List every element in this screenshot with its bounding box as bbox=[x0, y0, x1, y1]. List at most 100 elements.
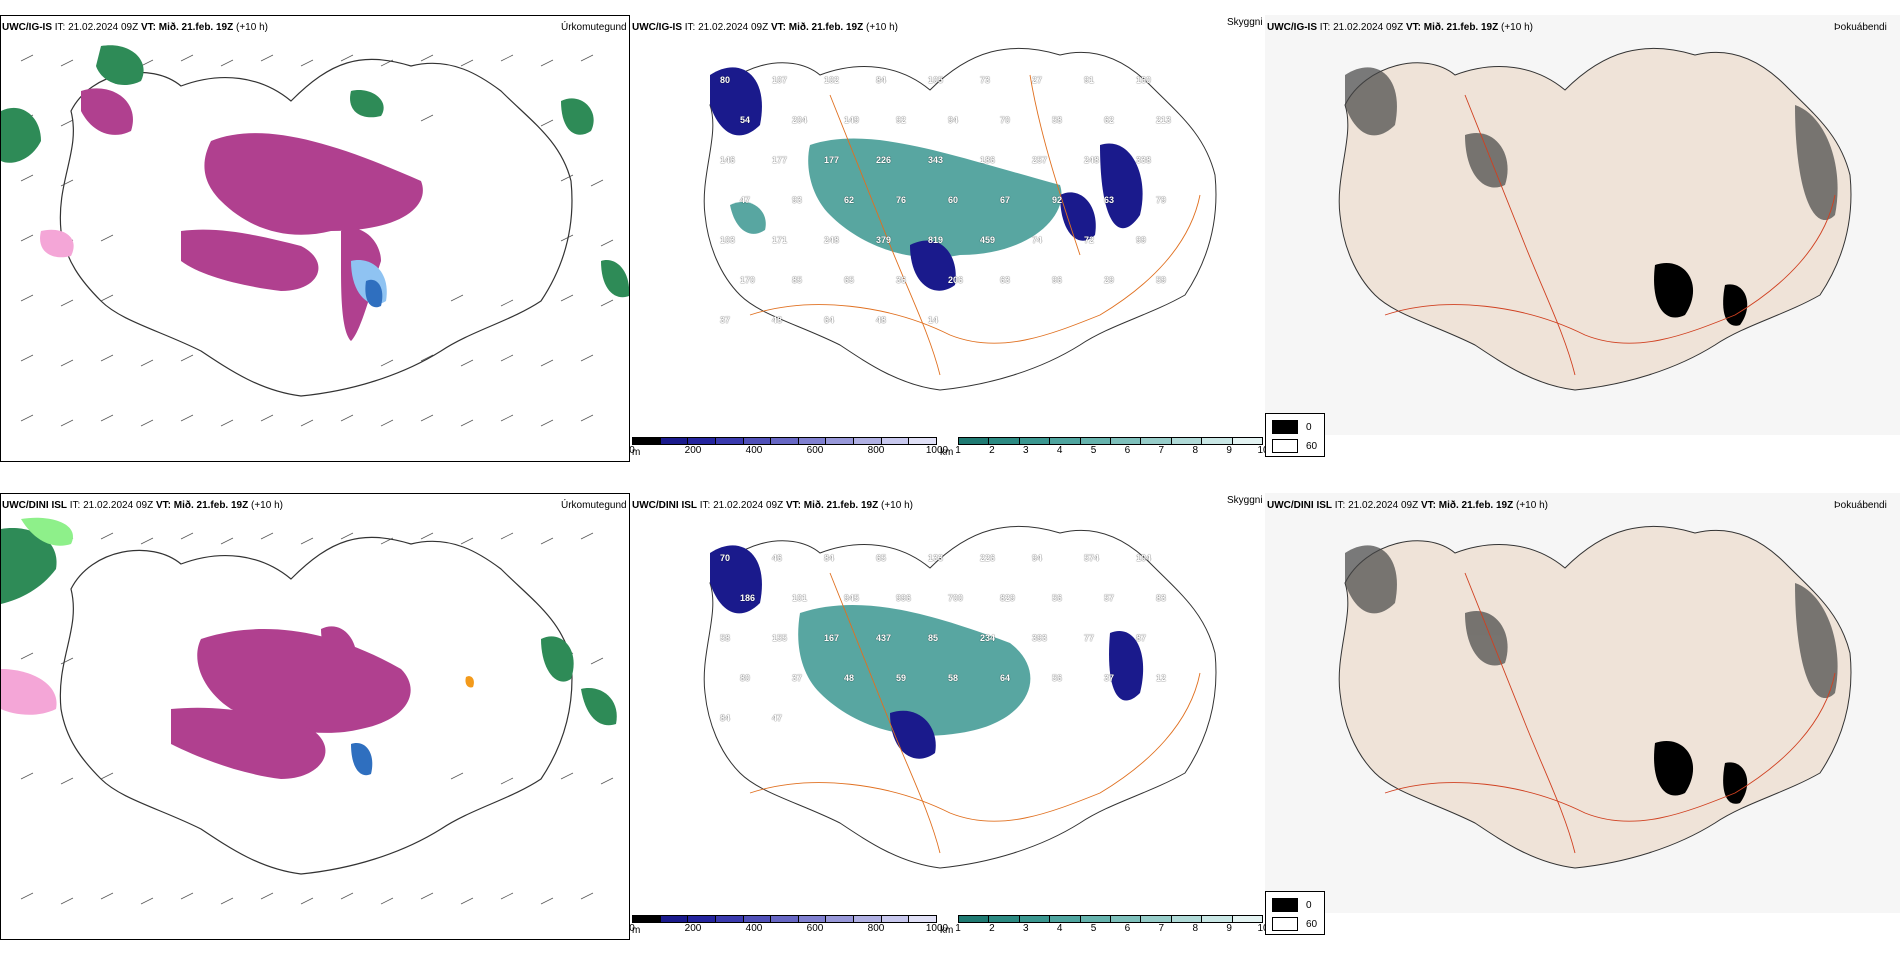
visibility-panel-title: UWC/IG-IS IT: 21.02.2024 09Z VT: Mið. 21… bbox=[632, 22, 898, 33]
visibility-map bbox=[703, 525, 1217, 869]
ceiling-value-label: 63 bbox=[1000, 275, 1011, 285]
legend-swatch bbox=[5, 938, 16, 939]
scale-cell bbox=[854, 916, 882, 922]
roads bbox=[749, 572, 1201, 854]
ceiling-labels: 70 46 84 65 133 226 94 574 104 186 101 945 996 700 829… bbox=[630, 493, 1265, 913]
ceiling-value-label: 94 bbox=[1032, 553, 1043, 563]
ceiling-value-label: 67 bbox=[1000, 195, 1011, 205]
legend-label: Frostúði bbox=[244, 460, 277, 461]
scale-tick-label: 4 bbox=[1056, 445, 1063, 456]
ceiling-value-label: 83 bbox=[1156, 593, 1167, 603]
scale-cell bbox=[633, 916, 661, 922]
scale-cell bbox=[771, 438, 799, 444]
ceiling-value-label: 92 bbox=[896, 115, 907, 125]
scale-cell bbox=[633, 438, 661, 444]
ceiling-value-label: 37 bbox=[792, 673, 803, 683]
scale-tick-label: 1000 bbox=[925, 445, 949, 456]
ceiling-value-label: 84 bbox=[720, 713, 731, 723]
cloud-dense bbox=[1654, 741, 1748, 804]
ceiling-value-label: 70 bbox=[720, 553, 731, 563]
scale-tick-label: 3 bbox=[1022, 923, 1029, 934]
scale-tick-label: 7 bbox=[1158, 923, 1165, 934]
legend-item: Slydda bbox=[107, 936, 151, 939]
ceiling-value-label: 96 bbox=[1052, 275, 1063, 285]
legend-label: Súld bbox=[20, 938, 38, 939]
ceiling-value-label: 103 bbox=[720, 235, 736, 245]
ceiling-value-label: 58 bbox=[720, 633, 731, 643]
ceiling-value-label: 84 bbox=[824, 553, 835, 563]
ceiling-value-label: 91 bbox=[1084, 75, 1095, 85]
cloud-panel bbox=[1265, 493, 1900, 953]
cloud-legend-label: 60 bbox=[1306, 918, 1318, 930]
cloud-legend-label: 0 bbox=[1306, 899, 1312, 911]
scale-tick-label: 200 bbox=[684, 923, 702, 934]
ceiling-value-label: 226 bbox=[876, 155, 892, 165]
scale-cell bbox=[1202, 438, 1233, 444]
legend-swatch bbox=[354, 938, 366, 939]
precip-type-legend: Súld Rigning Slydda Snjókoma Frostúði Frostre… bbox=[5, 458, 470, 461]
ceiling-value-label: 459 bbox=[980, 235, 996, 245]
ceiling-value-label: 226 bbox=[980, 553, 996, 563]
legend-label: Snjókoma bbox=[177, 460, 217, 461]
legend-label: Slydda bbox=[123, 460, 151, 461]
ceiling-value-label: 101 bbox=[792, 593, 808, 603]
scale-tick-label: 400 bbox=[745, 445, 763, 456]
precip-type-panel: Súld Rigning Slydda Snjókoma Frostúði Frostre… bbox=[0, 15, 630, 462]
visibility-unit: km bbox=[940, 447, 954, 458]
cloud-map bbox=[1265, 493, 1900, 913]
scale-cell bbox=[909, 916, 937, 922]
scale-cell bbox=[1232, 438, 1263, 444]
cloud-map bbox=[1265, 15, 1900, 435]
ceiling-areas bbox=[710, 67, 1143, 291]
ceiling-value-label: 74 bbox=[1032, 235, 1043, 245]
legend-label: Slydda bbox=[123, 938, 151, 939]
ceiling-value-label: 93 bbox=[792, 195, 803, 205]
precip-panel-label: Úrkomutegund bbox=[561, 500, 627, 511]
ceiling-value-label: 248 bbox=[1084, 155, 1100, 165]
legend-swatch bbox=[229, 938, 241, 939]
visibility-map bbox=[703, 47, 1217, 391]
scale-tick-label: 8 bbox=[1192, 923, 1198, 934]
ceiling-value-label: 149 bbox=[844, 115, 860, 125]
cloud-panel bbox=[1265, 15, 1900, 475]
scale-cell bbox=[959, 916, 990, 922]
roads bbox=[749, 74, 1201, 376]
cloud-legend-label: 60 bbox=[1306, 440, 1318, 452]
cloud-panel-title: UWC/IG-IS IT: 21.02.2024 09Z VT: Mið. 21… bbox=[1267, 22, 1533, 33]
ceiling-value-label: 338 bbox=[1136, 155, 1152, 165]
scale-cell bbox=[854, 438, 882, 444]
ceiling-value-label: 829 bbox=[1000, 593, 1016, 603]
visibility-panel-label: Skyggni bbox=[1227, 495, 1263, 506]
scale-tick-label: 5 bbox=[1090, 923, 1097, 934]
ceiling-value-label: 167 bbox=[824, 633, 840, 643]
scale-cell bbox=[1171, 916, 1203, 922]
scale-cell bbox=[909, 438, 937, 444]
ceiling-value-label: 85 bbox=[792, 275, 803, 285]
scale-cell bbox=[1019, 916, 1051, 922]
ceiling-value-label: 48 bbox=[844, 673, 855, 683]
scale-cell bbox=[881, 438, 910, 444]
ceiling-value-label: 437 bbox=[876, 633, 892, 643]
scale-tick-label: 6 bbox=[1124, 923, 1131, 934]
scale-tick-label: 10 bbox=[1257, 445, 1269, 456]
ceiling-value-label: 12 bbox=[1156, 673, 1167, 683]
visibility-unit: km bbox=[940, 925, 954, 936]
ceiling-value-label: 171 bbox=[772, 235, 788, 245]
legend-label: Frostúði bbox=[244, 938, 277, 939]
legend-swatch bbox=[50, 460, 62, 461]
scale-tick-label: 1 bbox=[955, 923, 961, 934]
cloud-legend-item: 60 bbox=[1272, 439, 1317, 453]
ceiling-value-label: 79 bbox=[1156, 195, 1167, 205]
cloud-legend-swatch bbox=[1272, 420, 1298, 434]
ceiling-value-label: 60 bbox=[948, 195, 959, 205]
scale-cell bbox=[1141, 438, 1172, 444]
legend-label: Rigning bbox=[65, 938, 96, 939]
ceiling-value-label: 56 bbox=[1052, 593, 1063, 603]
ceiling-value-label: 393 bbox=[1032, 633, 1048, 643]
cloud-legend-label: 0 bbox=[1306, 421, 1312, 433]
scale-tick-label: 2 bbox=[989, 445, 995, 456]
ceiling-value-label: 70 bbox=[1000, 115, 1011, 125]
roads bbox=[1384, 94, 1836, 376]
forecast-row-bottom: Súld Rigning Slydda Snjókoma Frostúði Frostre… bbox=[0, 478, 1900, 953]
scale-cell bbox=[660, 916, 689, 922]
